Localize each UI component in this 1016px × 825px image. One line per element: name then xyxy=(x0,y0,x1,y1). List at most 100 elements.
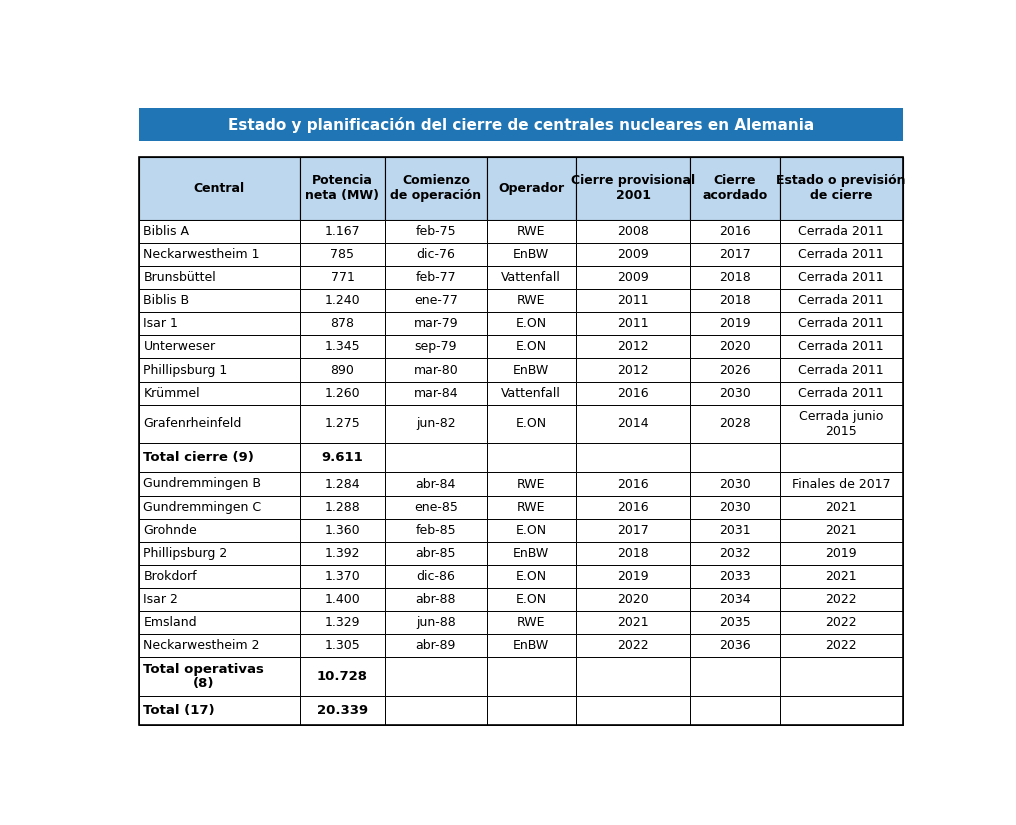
Text: jun-82: jun-82 xyxy=(416,417,455,431)
Bar xyxy=(691,588,779,611)
Bar xyxy=(779,313,902,336)
Bar xyxy=(139,405,300,443)
Bar xyxy=(139,157,902,725)
Bar xyxy=(385,634,487,658)
Text: abr-88: abr-88 xyxy=(416,593,456,606)
Text: 2017: 2017 xyxy=(618,524,649,537)
Text: 1.288: 1.288 xyxy=(324,501,361,514)
Bar xyxy=(576,290,691,313)
Bar xyxy=(576,220,691,243)
Bar xyxy=(779,496,902,519)
Bar xyxy=(139,336,300,359)
Bar xyxy=(139,658,300,695)
Text: E.ON: E.ON xyxy=(516,318,547,330)
Bar xyxy=(300,695,385,725)
Bar xyxy=(779,658,902,695)
Text: 2021: 2021 xyxy=(825,501,856,514)
Bar xyxy=(300,565,385,588)
Text: 2016: 2016 xyxy=(719,225,751,238)
Bar xyxy=(385,243,487,266)
Text: Biblis A: Biblis A xyxy=(143,225,189,238)
Text: Cerrada junio
2015: Cerrada junio 2015 xyxy=(799,410,883,438)
Bar xyxy=(691,658,779,695)
Text: sep-79: sep-79 xyxy=(415,341,457,353)
Bar xyxy=(487,473,576,496)
Text: Cierre
acordado: Cierre acordado xyxy=(702,174,768,202)
Text: E.ON: E.ON xyxy=(516,570,547,583)
Text: Cerrada 2011: Cerrada 2011 xyxy=(799,271,884,284)
Text: 1.284: 1.284 xyxy=(325,478,361,491)
Bar xyxy=(691,611,779,634)
Bar xyxy=(691,695,779,725)
Bar xyxy=(779,157,902,220)
Text: Cierre provisional
2001: Cierre provisional 2001 xyxy=(571,174,695,202)
Bar xyxy=(576,359,691,382)
Bar xyxy=(487,588,576,611)
Bar xyxy=(385,611,487,634)
Bar xyxy=(691,336,779,359)
Bar xyxy=(487,496,576,519)
Bar xyxy=(300,313,385,336)
Text: 2008: 2008 xyxy=(617,225,649,238)
Bar xyxy=(139,443,300,473)
Text: 2022: 2022 xyxy=(825,616,856,629)
Bar xyxy=(139,473,300,496)
Bar xyxy=(385,695,487,725)
Bar xyxy=(691,359,779,382)
Text: mar-80: mar-80 xyxy=(414,364,458,376)
Bar xyxy=(139,542,300,565)
Bar xyxy=(139,157,300,220)
Text: 2019: 2019 xyxy=(825,547,856,560)
Bar xyxy=(487,243,576,266)
Bar xyxy=(779,266,902,290)
Text: 1.370: 1.370 xyxy=(324,570,361,583)
Bar xyxy=(576,542,691,565)
Text: 2018: 2018 xyxy=(618,547,649,560)
Text: abr-89: abr-89 xyxy=(416,639,456,653)
Bar xyxy=(576,443,691,473)
Text: 2026: 2026 xyxy=(719,364,751,376)
Text: 1.360: 1.360 xyxy=(325,524,361,537)
Text: Cerrada 2011: Cerrada 2011 xyxy=(799,341,884,353)
Bar xyxy=(691,313,779,336)
Text: Total cierre (9): Total cierre (9) xyxy=(143,451,254,464)
Bar xyxy=(691,243,779,266)
Text: 1.167: 1.167 xyxy=(325,225,361,238)
Text: 2016: 2016 xyxy=(618,387,649,399)
Bar xyxy=(139,565,300,588)
Bar xyxy=(300,220,385,243)
Text: 2022: 2022 xyxy=(618,639,649,653)
Bar xyxy=(139,313,300,336)
Text: Brunsbüttel: Brunsbüttel xyxy=(143,271,216,284)
Text: Cerrada 2011: Cerrada 2011 xyxy=(799,364,884,376)
Bar xyxy=(576,496,691,519)
Text: 2009: 2009 xyxy=(618,248,649,261)
Bar xyxy=(779,565,902,588)
Bar xyxy=(139,382,300,405)
Text: 2022: 2022 xyxy=(825,593,856,606)
Bar xyxy=(576,473,691,496)
Bar xyxy=(300,473,385,496)
Bar xyxy=(487,405,576,443)
Text: Total (17): Total (17) xyxy=(143,704,215,717)
Text: RWE: RWE xyxy=(517,295,546,307)
Bar xyxy=(300,266,385,290)
Text: 2016: 2016 xyxy=(618,501,649,514)
Bar xyxy=(691,220,779,243)
Text: EnBW: EnBW xyxy=(513,248,550,261)
Text: 2012: 2012 xyxy=(618,341,649,353)
Bar xyxy=(385,443,487,473)
Bar xyxy=(487,220,576,243)
Text: 10.728: 10.728 xyxy=(317,670,368,683)
Text: 1.305: 1.305 xyxy=(324,639,361,653)
Text: 1.260: 1.260 xyxy=(325,387,361,399)
Text: Biblis B: Biblis B xyxy=(143,295,190,307)
Text: EnBW: EnBW xyxy=(513,547,550,560)
Bar xyxy=(385,658,487,695)
Text: Cerrada 2011: Cerrada 2011 xyxy=(799,295,884,307)
Bar xyxy=(139,359,300,382)
Bar xyxy=(385,519,487,542)
Bar xyxy=(300,588,385,611)
Text: Gundremmingen C: Gundremmingen C xyxy=(143,501,261,514)
Text: 2017: 2017 xyxy=(719,248,751,261)
